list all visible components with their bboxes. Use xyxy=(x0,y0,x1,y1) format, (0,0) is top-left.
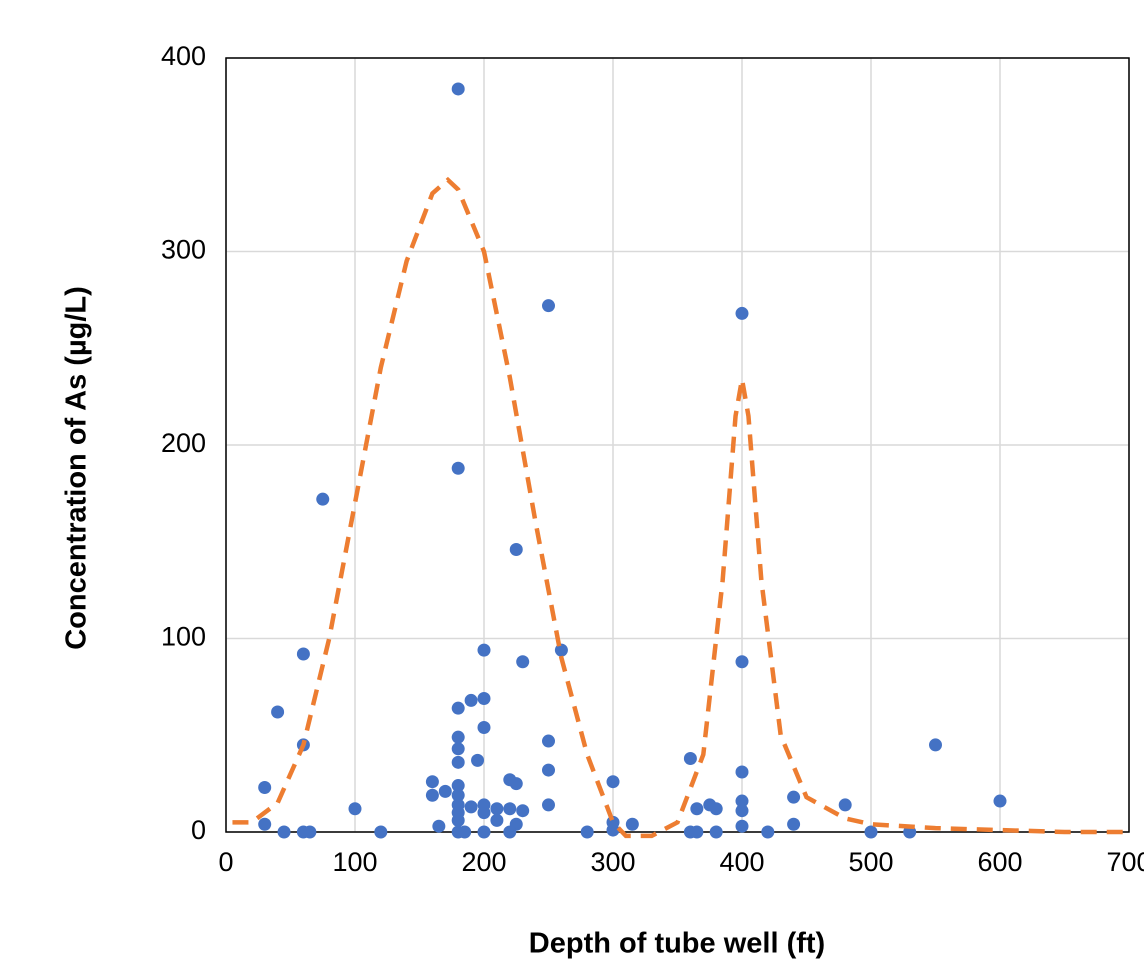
data-point xyxy=(451,755,465,769)
data-point xyxy=(490,802,504,816)
data-point xyxy=(451,82,465,96)
data-point xyxy=(690,802,704,816)
data-point xyxy=(425,788,439,802)
data-point xyxy=(451,779,465,793)
data-point xyxy=(735,765,749,779)
data-point xyxy=(690,825,704,839)
data-point xyxy=(490,813,504,827)
data-point xyxy=(625,817,639,831)
data-point xyxy=(542,763,555,777)
data-point xyxy=(516,804,530,818)
data-point xyxy=(464,800,478,814)
data-point xyxy=(542,734,555,748)
data-point xyxy=(735,794,749,808)
data-point xyxy=(477,721,491,735)
x-tick-label: 0 xyxy=(218,847,233,877)
data-point xyxy=(471,753,485,767)
data-point xyxy=(277,825,291,839)
data-point xyxy=(542,798,555,812)
data-point xyxy=(787,790,801,804)
y-tick-label: 300 xyxy=(161,235,206,265)
x-tick-label: 600 xyxy=(977,847,1022,877)
data-point xyxy=(425,775,439,789)
data-point xyxy=(458,825,472,839)
data-point xyxy=(451,788,465,802)
data-point xyxy=(451,730,465,744)
fit-line xyxy=(232,176,1129,839)
data-point xyxy=(477,806,491,820)
data-point xyxy=(929,738,942,752)
data-point xyxy=(735,655,749,669)
data-point xyxy=(316,492,330,506)
data-point xyxy=(258,780,272,794)
data-point xyxy=(542,299,555,313)
x-tick-label: 400 xyxy=(719,847,764,877)
data-point xyxy=(735,819,749,833)
data-point xyxy=(509,542,523,556)
data-point xyxy=(993,794,1007,808)
data-point xyxy=(296,647,310,661)
y-tick-label: 0 xyxy=(191,815,206,845)
data-point xyxy=(374,825,388,839)
data-point xyxy=(516,655,530,669)
data-point xyxy=(554,643,568,657)
data-point xyxy=(580,825,594,839)
data-point xyxy=(348,802,362,816)
data-point xyxy=(451,701,465,715)
data-point xyxy=(503,802,517,816)
x-tick-label: 100 xyxy=(332,847,377,877)
y-tick-label: 100 xyxy=(161,622,206,652)
data-point xyxy=(606,775,620,789)
data-point xyxy=(761,825,775,839)
y-axis-title: Concentration of As (µg/L) xyxy=(61,286,93,650)
data-point xyxy=(464,693,478,707)
plot-border xyxy=(225,57,1130,833)
data-point xyxy=(451,742,465,756)
data-point xyxy=(735,804,749,818)
data-point xyxy=(451,461,465,475)
data-point xyxy=(432,819,446,833)
data-point xyxy=(477,825,491,839)
data-point xyxy=(438,784,452,798)
x-tick-label: 700 xyxy=(1106,847,1144,877)
data-point xyxy=(477,643,491,657)
data-point xyxy=(735,306,749,320)
data-point xyxy=(258,817,272,831)
data-point xyxy=(509,777,523,791)
data-point xyxy=(477,691,491,705)
data-point xyxy=(787,817,801,831)
data-point xyxy=(606,823,620,837)
data-point xyxy=(864,825,878,839)
data-point xyxy=(709,802,723,816)
data-point xyxy=(709,825,723,839)
data-point xyxy=(503,825,517,839)
y-tick-label: 200 xyxy=(161,428,206,458)
x-axis-title: Depth of tube well (ft) xyxy=(529,928,825,960)
data-point xyxy=(683,751,697,765)
data-point xyxy=(451,813,465,827)
x-tick-label: 300 xyxy=(590,847,635,877)
data-point xyxy=(838,798,852,812)
y-tick-label: 400 xyxy=(161,41,206,71)
data-point xyxy=(271,705,285,719)
x-tick-label: 500 xyxy=(848,847,893,877)
x-tick-label: 200 xyxy=(461,847,506,877)
data-point xyxy=(303,825,317,839)
